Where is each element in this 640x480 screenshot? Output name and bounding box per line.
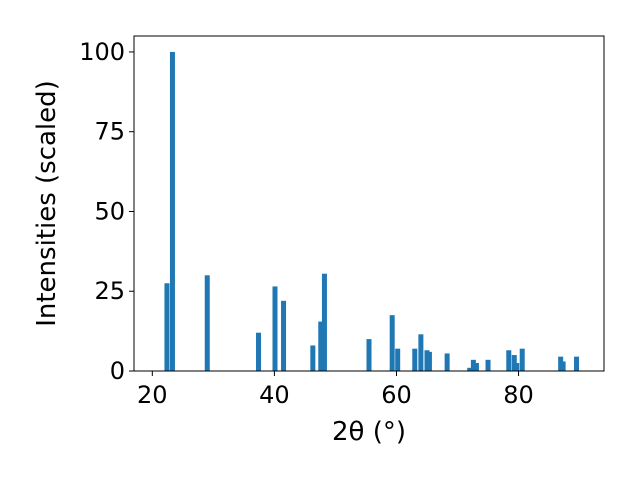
- bar: [318, 321, 324, 371]
- y-tick-label: 0: [110, 357, 125, 385]
- y-tick-label: 50: [94, 197, 125, 225]
- bar: [321, 273, 327, 371]
- bar: [485, 359, 491, 371]
- bar: [169, 51, 175, 371]
- y-tick-label: 100: [79, 38, 125, 66]
- bar: [470, 359, 476, 371]
- x-axis-ticks: 20 40 60 80: [137, 371, 534, 409]
- bar: [506, 350, 512, 371]
- x-axis-label: 2θ (°): [332, 417, 406, 447]
- y-tick-label: 75: [94, 118, 125, 146]
- bar: [281, 300, 287, 371]
- bar: [514, 363, 520, 371]
- bar: [310, 345, 316, 371]
- bar: [418, 334, 424, 371]
- bar: [389, 315, 395, 371]
- bar: [473, 363, 479, 371]
- x-tick-label: 80: [503, 381, 534, 409]
- bar: [467, 367, 473, 371]
- bar: [164, 283, 170, 371]
- bar: [426, 351, 432, 371]
- bar: [366, 339, 372, 371]
- x-tick-label: 60: [381, 381, 412, 409]
- x-tick-label: 20: [137, 381, 168, 409]
- bar: [412, 348, 418, 371]
- bar: [272, 286, 278, 371]
- x-tick-label: 40: [259, 381, 290, 409]
- bar: [204, 275, 210, 371]
- bar: [574, 356, 580, 371]
- bar: [444, 353, 450, 371]
- bars-group: [164, 51, 580, 371]
- y-tick-label: 25: [94, 277, 125, 305]
- plot-area-frame: [133, 35, 605, 372]
- y-axis-label: Intensities (scaled): [32, 80, 62, 327]
- bar: [395, 348, 401, 371]
- bar: [256, 332, 262, 371]
- y-axis-ticks: 0 25 50 75 100: [79, 38, 134, 385]
- bar: [560, 361, 566, 371]
- bar: [519, 348, 525, 371]
